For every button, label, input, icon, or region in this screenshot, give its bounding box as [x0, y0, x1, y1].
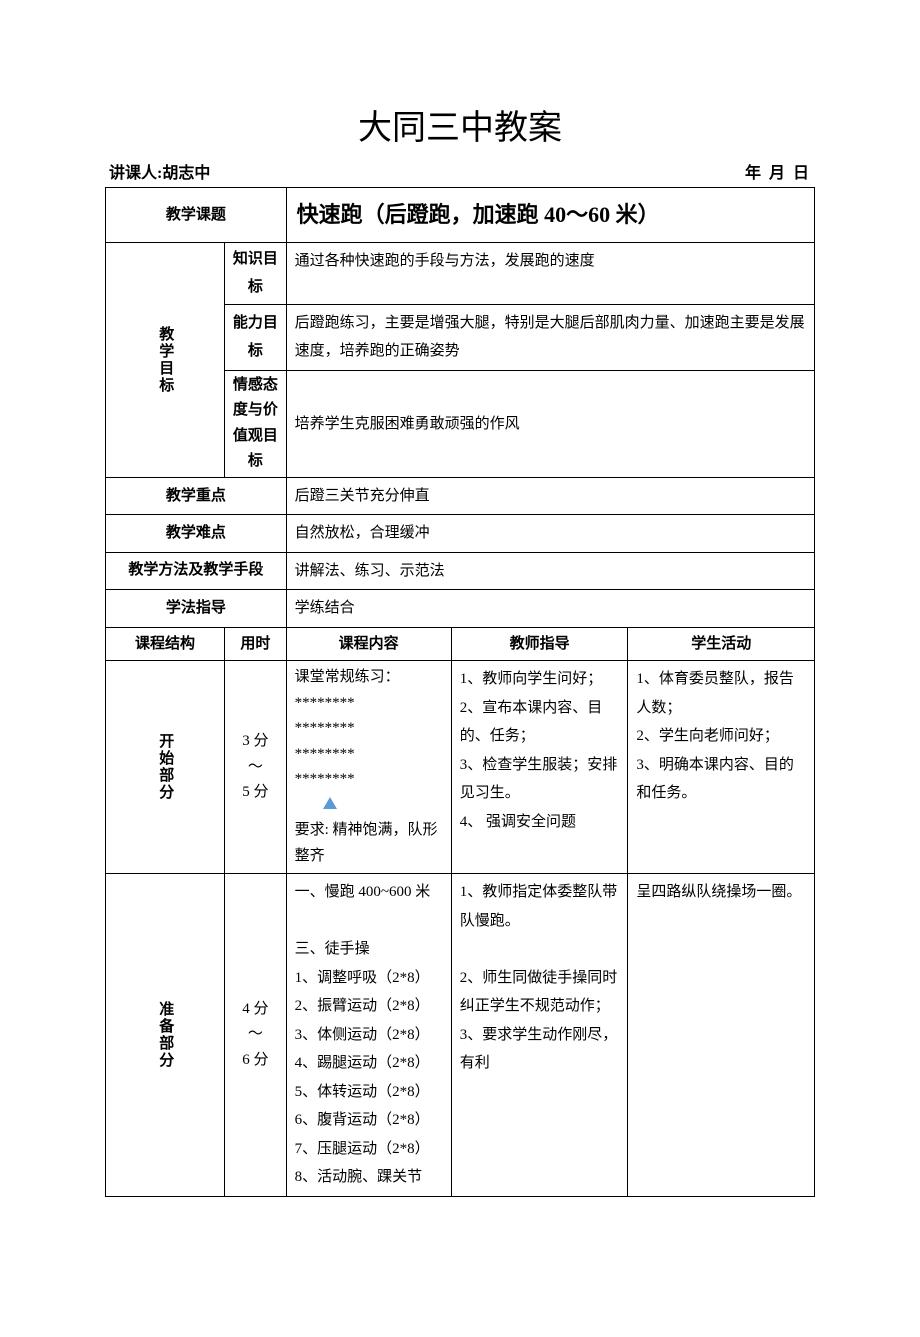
doc-title: 大同三中教案 — [105, 100, 815, 149]
affect-goal: 培养学生克服困难勇敢顽强的作风 — [286, 370, 814, 477]
label-affect: 情感态度与价值观目标 — [225, 370, 287, 477]
start-student: 1、体育委员整队，报告人数； 2、学生向老师问好； 3、明确本课内容、目的和任务… — [628, 661, 815, 874]
topic-cell: 快速跑（后蹬跑，加速跑 40～60 米） — [286, 188, 814, 243]
row-method: 教学方法及教学手段 讲解法、练习、示范法 — [106, 552, 815, 590]
label-knowledge: 知识目标 — [225, 242, 287, 304]
star-row-3: ******** — [295, 746, 355, 762]
label-difficulty: 教学难点 — [106, 515, 287, 553]
study-text: 学练结合 — [286, 590, 814, 628]
method-text: 讲解法、练习、示范法 — [286, 552, 814, 590]
date-slot: 年 月 日 — [745, 159, 811, 183]
prep-student: 呈四路纵队绕操场一圈。 — [628, 874, 815, 1197]
triangle-icon — [323, 797, 337, 809]
label-study: 学法指导 — [106, 590, 287, 628]
page: 大同三中教案 讲课人:胡志中 年 月 日 教学课题 快速跑（后蹬跑，加速跑 40… — [0, 0, 920, 1257]
prep-teacher: 1、教师指定体委整队带队慢跑。 2、师生同做徒手操同时纠正学生不规范动作； 3、… — [451, 874, 628, 1197]
lecturer-block: 讲课人:胡志中 — [109, 159, 210, 183]
star-row-2: ******** — [295, 720, 355, 736]
row-prep: 准备部分 4 分 ～ 6 分 一、慢跑 400~600 米 三、徒手操 1、调整… — [106, 874, 815, 1197]
label-content: 课程内容 — [286, 627, 451, 661]
row-heading: 课程结构 用时 课程内容 教师指导 学生活动 — [106, 627, 815, 661]
label-topic: 教学课题 — [106, 188, 287, 243]
label-start: 开始部分 — [106, 661, 225, 874]
header-line: 讲课人:胡志中 年 月 日 — [105, 159, 815, 183]
start-content-head: 课堂常规练习： — [295, 669, 400, 685]
label-goals: 教学目标 — [106, 242, 225, 477]
label-teacher-guide: 教师指导 — [451, 627, 628, 661]
start-teacher: 1、教师向学生问好； 2、宣布本课内容、目的、任务； 3、检查学生服装；安排见习… — [451, 661, 628, 874]
row-topic: 教学课题 快速跑（后蹬跑，加速跑 40～60 米） — [106, 188, 815, 243]
start-time: 3 分 ～ 5 分 — [225, 661, 287, 874]
row-study: 学法指导 学练结合 — [106, 590, 815, 628]
label-key: 教学重点 — [106, 477, 287, 515]
difficulty-point: 自然放松，合理缓冲 — [286, 515, 814, 553]
prep-content: 一、慢跑 400~600 米 三、徒手操 1、调整呼吸（2*8） 2、振臂运动（… — [286, 874, 451, 1197]
start-content: 课堂常规练习： ******** ******** ******** *****… — [286, 661, 451, 874]
label-prep: 准备部分 — [106, 874, 225, 1197]
label-time: 用时 — [225, 627, 287, 661]
start-req: 要求: 精神饱满，队形整齐 — [295, 822, 438, 864]
label-method: 教学方法及教学手段 — [106, 552, 287, 590]
label-ability: 能力目标 — [225, 304, 287, 370]
prep-time: 4 分 ～ 6 分 — [225, 874, 287, 1197]
lecturer-label: 讲课人: — [109, 165, 162, 182]
ability-goal: 后蹬跑练习，主要是增强大腿，特别是大腿后部肌肉力量、加速跑主要是发展速度，培养跑… — [286, 304, 814, 370]
row-key: 教学重点 后蹬三关节充分伸直 — [106, 477, 815, 515]
label-struct: 课程结构 — [106, 627, 225, 661]
row-difficulty: 教学难点 自然放松，合理缓冲 — [106, 515, 815, 553]
lecturer-name: 胡志中 — [162, 165, 210, 182]
lesson-plan-table: 教学课题 快速跑（后蹬跑，加速跑 40～60 米） 教学目标 知识目标 通过各种… — [105, 187, 815, 1197]
row-start: 开始部分 3 分 ～ 5 分 课堂常规练习： ******** ********… — [106, 661, 815, 874]
key-point: 后蹬三关节充分伸直 — [286, 477, 814, 515]
knowledge-goal: 通过各种快速跑的手段与方法，发展跑的速度 — [286, 242, 814, 304]
label-student-act: 学生活动 — [628, 627, 815, 661]
row-knowledge: 教学目标 知识目标 通过各种快速跑的手段与方法，发展跑的速度 — [106, 242, 815, 304]
star-row-1: ******** — [295, 695, 355, 711]
star-row-4: ******** — [295, 771, 355, 787]
